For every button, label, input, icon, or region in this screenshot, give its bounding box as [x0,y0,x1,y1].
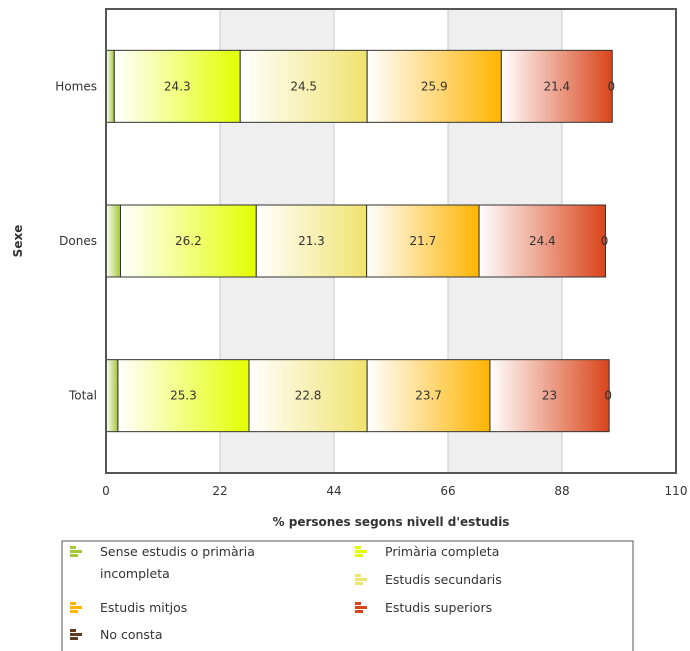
bars: 24.3 24.5 25.9 21.4 0 26.2 21.3 21.7 24.4 0 25.3 22… [105,49,615,433]
bar-segment[interactable] [366,359,491,433]
bar-segment[interactable] [105,204,122,278]
legend-swatch [355,550,367,553]
legend-box [61,540,634,651]
x-tick-label: 22 [212,484,227,498]
y-tick-label: Total [68,389,97,403]
data-label: 22.8 [295,389,322,403]
legend-item[interactable]: Sense estudis o primària incompleta [70,544,255,581]
legend-label: incompleta [100,566,170,581]
x-axis-title: % persones segons nivell d'estudis [273,515,510,529]
legend-swatch [355,574,361,577]
legend-swatch [355,546,361,549]
bar-segment[interactable] [117,359,250,433]
x-tick-label: 0 [102,484,110,498]
bar-segment[interactable] [366,204,480,278]
data-label: 23.7 [415,389,442,403]
data-label: 24.3 [164,79,191,93]
bar-segment[interactable] [489,359,610,433]
legend-item[interactable]: Estudis superiors [355,600,492,615]
data-label: 21.3 [298,234,325,248]
x-tick-label: 88 [554,484,569,498]
y-axis-title: Sexe [11,225,25,258]
data-label: 25.3 [170,389,197,403]
legend-swatch [70,633,82,636]
x-tick-label: 110 [665,484,688,498]
legend-label: No consta [100,627,163,642]
legend-label: Primària completa [385,544,499,559]
legend-swatch [70,606,82,609]
bar-segment[interactable] [478,204,607,278]
legend-swatch [355,606,367,609]
legend-label: Estudis secundaris [385,572,502,587]
legend-label: Estudis mitjos [100,600,187,615]
data-label: 21.7 [410,234,437,248]
bar-segment[interactable] [120,204,257,278]
bar-segment[interactable] [239,49,368,123]
bar-segment[interactable] [105,49,115,123]
bar-segment[interactable] [255,204,368,278]
data-label: 24.4 [529,234,556,248]
data-label: 21.4 [543,79,570,93]
bar-segment[interactable] [500,49,613,123]
bar-segment[interactable] [248,359,368,433]
legend-item[interactable]: Primària completa [355,544,499,559]
legend-swatch [70,550,82,553]
legend-swatch [355,582,363,585]
legend-swatch [70,610,78,613]
legend-swatch [70,554,78,557]
legend-label: Estudis superiors [385,600,492,615]
data-label: 24.5 [290,79,317,93]
bar-segment[interactable] [105,359,119,433]
plot-frame [105,8,677,474]
data-label: 26.2 [175,234,202,248]
y-axis-ticks: Homes Dones Total [55,79,97,402]
data-label: 0 [604,389,612,403]
legend-item[interactable]: Estudis secundaris [355,572,502,587]
legend: Sense estudis o primària incompleta Primàr… [61,540,634,651]
legend-swatch [70,637,78,640]
data-label: 0 [601,234,609,248]
legend-item[interactable]: Estudis mitjos [70,600,187,615]
y-tick-label: Homes [55,79,97,93]
legend-swatch [70,629,76,632]
legend-swatch [355,602,361,605]
legend-item[interactable]: No consta [70,627,163,642]
legend-swatch [355,610,363,613]
legend-swatch [355,578,367,581]
x-axis-ticks: 0 22 44 66 88 110 [102,484,687,498]
legend-swatch [70,602,76,605]
legend-swatch [70,546,76,549]
data-label: 0 [607,79,615,93]
legend-swatch [355,554,363,557]
data-label: 23 [542,389,557,403]
data-label: 25.9 [421,79,448,93]
x-tick-label: 66 [440,484,455,498]
y-tick-label: Dones [59,234,97,248]
legend-label: Sense estudis o primària [100,544,255,559]
bar-segment[interactable] [366,49,502,123]
x-tick-label: 44 [326,484,341,498]
